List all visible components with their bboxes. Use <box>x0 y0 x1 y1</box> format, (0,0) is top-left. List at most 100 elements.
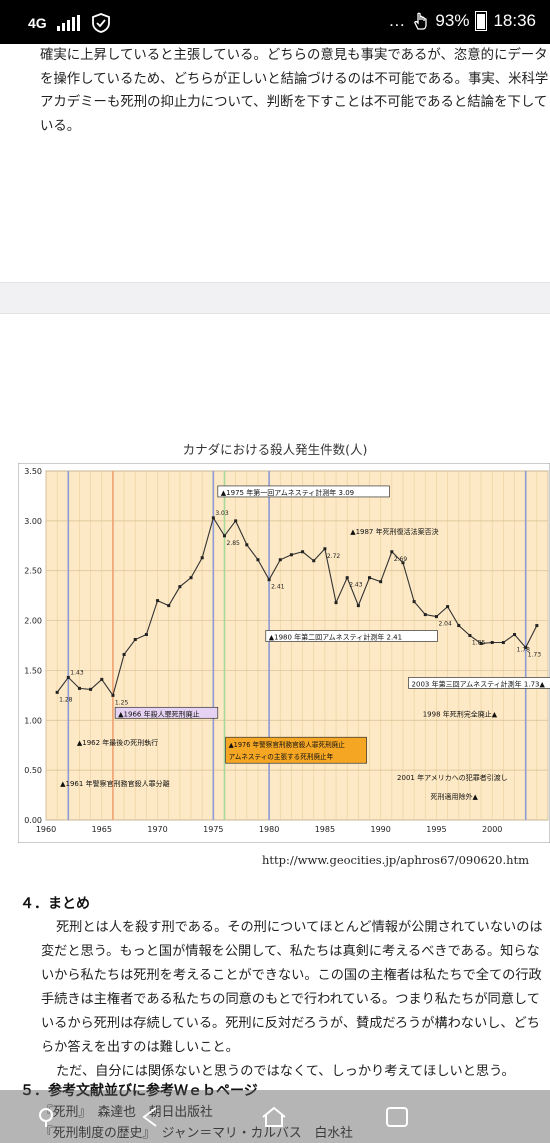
chart-annotation: 死刑適用除外▲ <box>431 792 479 801</box>
annotation-text: 1998 年死刑完全廃止▲ <box>423 709 498 718</box>
back-icon <box>142 1107 157 1127</box>
data-point <box>401 561 405 565</box>
data-point <box>89 687 93 691</box>
chart-annotation: ▲1961 年警察官刑務官殺人罪分離 <box>60 779 169 788</box>
data-point <box>278 558 282 562</box>
source-url[interactable]: http://www.geocities.jp/aphros67/090620.… <box>262 853 530 867</box>
data-point <box>200 556 204 560</box>
data-point <box>301 550 305 554</box>
paragraph-line: を操作しているため、どちらが正しいと結論づけるのは不可能である。事実、米科学 <box>40 71 549 87</box>
section-heading-references: ５．参考文献並びに参考Ｗｅｂページ <box>20 1083 258 1099</box>
back-button[interactable] <box>130 1100 170 1134</box>
navigation-bar <box>0 1090 550 1143</box>
data-point <box>289 553 293 557</box>
data-point <box>312 559 316 563</box>
line-chart: 0.00 0.50 1.00 1.50 2.00 2.50 3.00 3.50 1960 1965… <box>17 462 550 844</box>
data-point <box>167 604 171 608</box>
data-point <box>368 576 372 580</box>
chart-annotation: ▲1987 年死刑復活法案否決 <box>350 527 438 536</box>
data-label: 3.03 <box>215 510 229 517</box>
shield-check-icon <box>91 13 110 33</box>
annotation-text: ▲1980 年第二回アムネスティ計測年 2.41 <box>269 633 402 642</box>
more-notifications: … <box>388 11 406 30</box>
data-label: 2.72 <box>327 553 341 560</box>
chart-annotation: ▲1966 年殺人罪死刑廃止 <box>114 706 219 719</box>
summary-line: 変だと思う。もっと国が情報を公開して、私たちは真剣に考えるべきである。知らな <box>41 944 540 959</box>
annotation-text: 2001 年アメリカへの犯罪者引渡し <box>397 773 508 782</box>
data-point <box>457 624 461 628</box>
data-point <box>356 604 360 608</box>
summary-line: 死刑とは人を殺す刑である。その刑についてほとんど情報が公開されていないのは <box>56 920 543 935</box>
recent-apps-icon <box>386 1107 408 1127</box>
y-tick-label: 2.50 <box>24 567 42 576</box>
data-point <box>245 543 249 547</box>
data-point <box>524 645 528 649</box>
chart-annotation: ▲1962 年最後の死刑執行 <box>77 738 158 747</box>
annotation-text: 死刑適用除外▲ <box>431 792 479 801</box>
y-tick-label: 3.00 <box>24 517 42 526</box>
data-label: 1.73 <box>528 651 542 658</box>
annotation-text: ▲1975 年第一回アムネスティ計測年 3.09 <box>221 488 354 497</box>
data-label: 2.85 <box>226 540 240 547</box>
data-point <box>189 576 193 580</box>
hand-gesture-icon <box>414 12 428 30</box>
battery-percent: 93% <box>435 11 470 30</box>
data-point <box>490 641 494 645</box>
network-type: 4G <box>28 15 47 31</box>
paragraph-line: 確実に上昇していると主張している。どちらの意見も事実であるが、恣意的にデータ <box>40 48 548 63</box>
annotation-text: ▲1961 年警察官刑務官殺人罪分離 <box>60 779 169 788</box>
data-point <box>468 634 472 638</box>
chart-annotation: ▲1975 年第一回アムネスティ計測年 3.09 <box>217 485 390 498</box>
y-tick-label: 1.50 <box>24 666 42 675</box>
data-label: 2.04 <box>438 621 452 628</box>
data-point <box>256 558 260 562</box>
data-point <box>446 605 450 609</box>
data-label: 2.41 <box>271 584 285 591</box>
series-line <box>56 516 538 697</box>
y-tick-label: 0.00 <box>24 816 42 825</box>
page-separator <box>0 282 550 314</box>
annotation-box <box>265 630 438 642</box>
data-point <box>501 641 505 645</box>
recent-apps-button[interactable] <box>377 1100 417 1134</box>
data-label: 1.28 <box>59 696 73 703</box>
chart-annotation: 2003 年第三回アムネスティ計測年 1.73▲ <box>408 677 550 689</box>
status-bar: 4G … 93% 18:36 <box>0 0 550 44</box>
callout-box <box>225 736 367 764</box>
y-tick-label: 0.50 <box>24 766 42 775</box>
data-point <box>111 693 115 697</box>
data-point <box>156 599 160 603</box>
reference-item: 『死刑』 森達也 朝日出版社 <box>40 1105 213 1120</box>
data-point <box>379 580 383 584</box>
y-tick-label: 2.00 <box>24 617 42 626</box>
data-point <box>267 578 271 582</box>
data-label: 1.85 <box>472 640 486 647</box>
annotation-text: ▲1987 年死刑復活法案否決 <box>350 527 438 536</box>
home-button[interactable] <box>254 1100 294 1134</box>
data-point <box>222 534 226 538</box>
x-tick-label: 1970 <box>147 825 167 834</box>
data-point <box>100 677 104 681</box>
signal-icon <box>56 15 80 31</box>
search-button[interactable] <box>28 1100 68 1134</box>
x-tick-label: 1975 <box>203 825 223 834</box>
data-point <box>122 652 126 656</box>
annotation-box <box>408 677 550 689</box>
summary-line: らか答えを出すのは難しいこと。 <box>41 1040 239 1055</box>
data-point <box>412 600 416 604</box>
data-point <box>390 550 394 554</box>
data-label: 1.78 <box>517 647 531 654</box>
x-tick-label: 2000 <box>482 825 502 834</box>
chart-container: 0.00 0.50 1.00 1.50 2.00 2.50 3.00 3.50 1960 1965… <box>17 462 550 844</box>
annotation-text: ▲1962 年最後の死刑執行 <box>77 738 158 747</box>
data-point <box>178 585 182 589</box>
data-point <box>345 576 349 580</box>
home-icon <box>262 1106 286 1127</box>
annotation-text: ▲1966 年殺人罪死刑廃止 <box>118 709 199 718</box>
data-point <box>133 638 137 642</box>
x-tick-label: 1985 <box>315 825 335 834</box>
reference-item: 『死刑制度の歴史』 ジャン＝マリ・カルバス 白水社 <box>40 1126 353 1141</box>
data-label: 1.43 <box>70 669 84 676</box>
chart-annotation: 2001 年アメリカへの犯罪者引渡し <box>397 773 508 782</box>
paragraph-line: いる。 <box>40 118 81 134</box>
